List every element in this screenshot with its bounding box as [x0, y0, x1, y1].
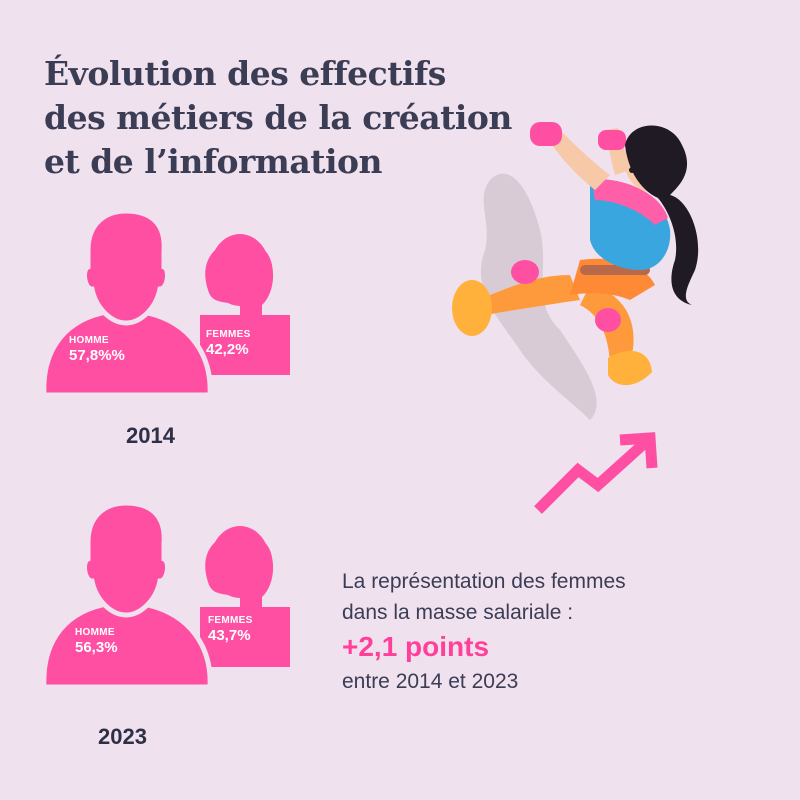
group-2023: HOMME 56,3% FEMMES 43,7% 2023	[40, 497, 290, 757]
title-line-1: Évolution des effectifs	[44, 54, 446, 93]
people-2023-icon	[41, 500, 290, 690]
man-silhouette-icon	[41, 208, 213, 398]
stat-highlight: +2,1 points	[342, 631, 490, 662]
people-2014-icon	[41, 208, 290, 398]
group-2014: HOMME 57,8%% FEMMES 42,2% 2014	[40, 205, 290, 448]
stat-line-2: dans la masse salariale :	[342, 601, 574, 624]
homme-2023-caption: HOMME	[75, 627, 115, 638]
homme-2014-value: 57,8%%	[69, 347, 125, 364]
title-line-2: des métiers de la création	[44, 98, 512, 137]
homme-2014-label: HOMME 57,8%%	[69, 335, 125, 364]
stat-line-3: entre 2014 et 2023	[342, 670, 519, 693]
stat-block: La représentation des femmes dans la mas…	[342, 566, 742, 697]
man-silhouette-icon	[41, 500, 213, 690]
femmes-2014-label: FEMMES 42,2%	[206, 329, 251, 358]
stat-line-1: La représentation des femmes	[342, 570, 626, 593]
woman-silhouette-icon	[200, 526, 290, 667]
homme-2023-value: 56,3%	[75, 639, 118, 656]
homme-2014-caption: HOMME	[69, 335, 109, 346]
year-2023: 2023	[98, 724, 147, 749]
femmes-2023-caption: FEMMES	[208, 615, 253, 626]
rising-arrow-icon	[534, 432, 658, 514]
femmes-2023-label: FEMMES 43,7%	[208, 615, 253, 644]
femmes-2023-value: 43,7%	[208, 627, 251, 644]
femmes-2014-caption: FEMMES	[206, 329, 251, 340]
homme-2023-label: HOMME 56,3%	[75, 627, 118, 656]
climber-illustration	[452, 122, 699, 514]
year-2014: 2014	[126, 423, 175, 448]
title-line-3: et de l’information	[44, 142, 383, 181]
page-title: Évolution des effectifs des métiers de l…	[44, 52, 604, 184]
woman-silhouette-icon	[200, 234, 290, 375]
femmes-2014-value: 42,2%	[206, 341, 249, 358]
